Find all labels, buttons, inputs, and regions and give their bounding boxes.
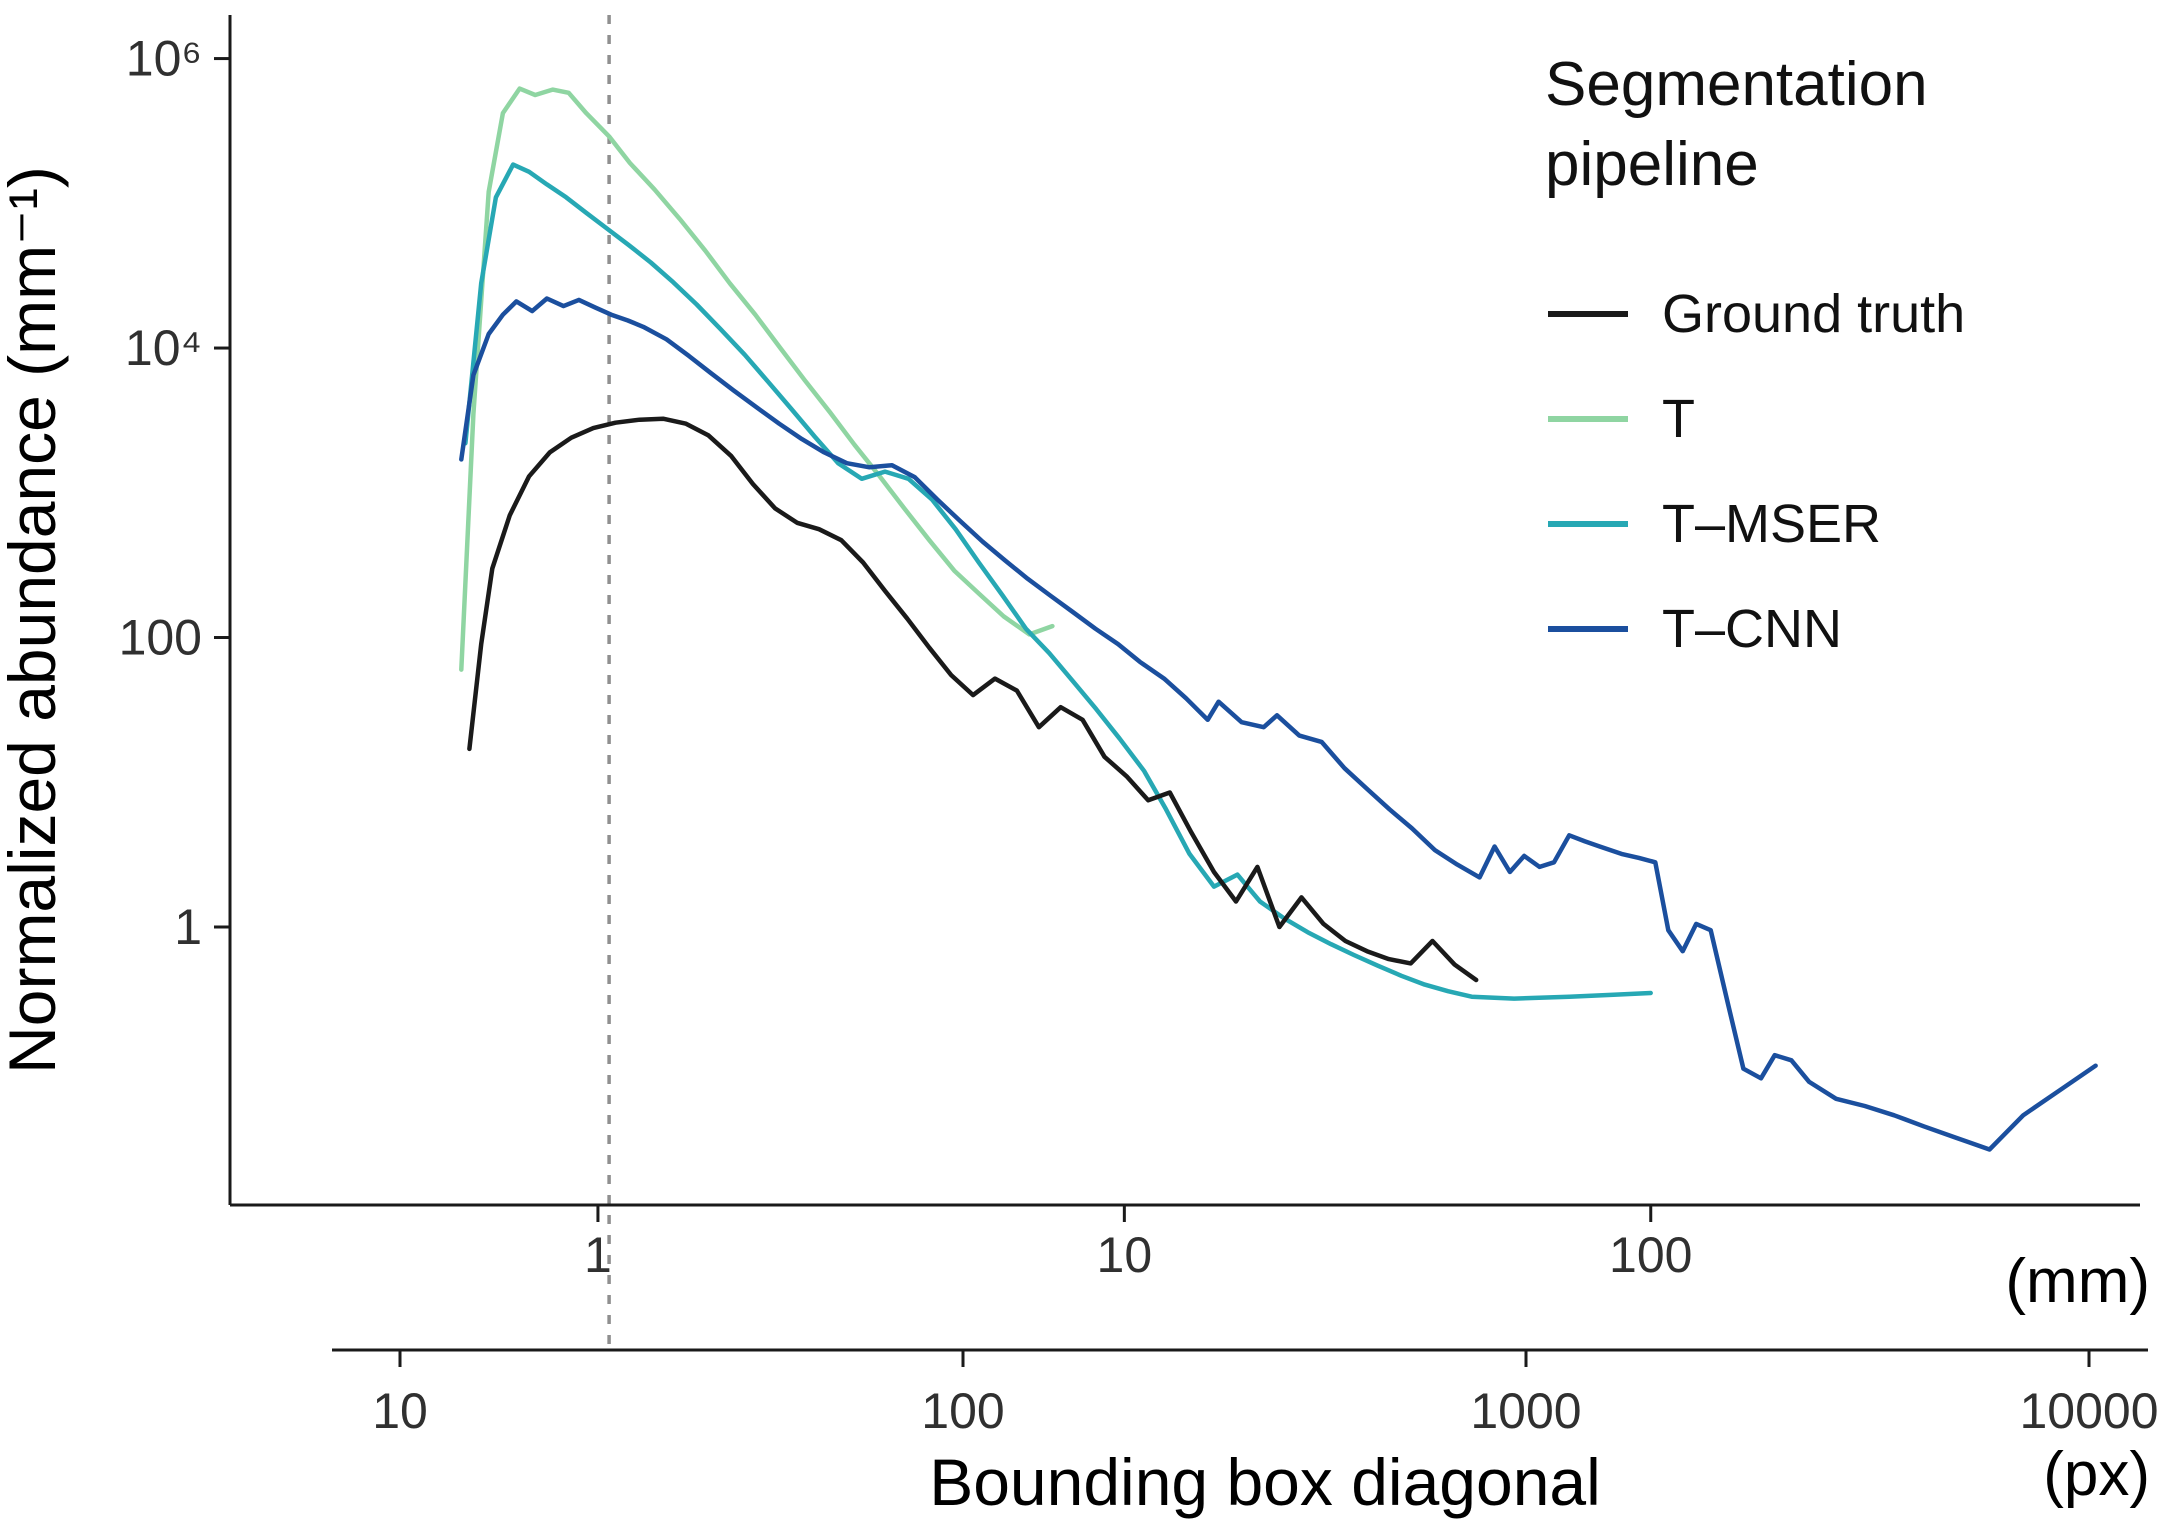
px-tick-label: 10000 — [2019, 1383, 2158, 1439]
legend-label-t-cnn: T–CNN — [1662, 599, 1842, 659]
y-tick-label: 100 — [119, 610, 202, 666]
px-tick-label: 100 — [921, 1383, 1004, 1439]
y-axis-title: Normalized abundance (mm⁻¹) — [0, 166, 69, 1074]
series-line-ground-truth — [467, 416, 1479, 983]
mm-tick-label: 1 — [584, 1227, 612, 1283]
legend-label-t: T — [1662, 389, 1695, 449]
series-line-t-cnn — [459, 296, 2098, 1152]
legend-label-ground-truth: Ground truth — [1662, 284, 1965, 344]
px-tick-label: 10 — [372, 1383, 428, 1439]
y-tick-label: 10⁶ — [126, 31, 202, 87]
y-tick-label: 10⁴ — [125, 320, 202, 376]
mm-tick-label: 10 — [1097, 1227, 1153, 1283]
mm-tick-label: 100 — [1609, 1227, 1692, 1283]
legend-title-line: Segmentation — [1545, 50, 1928, 119]
x-axis-title: Bounding box diagonal — [929, 1445, 1601, 1519]
px-unit-label: (px) — [2043, 1440, 2150, 1509]
px-tick-label: 1000 — [1470, 1383, 1581, 1439]
series-line-t — [459, 86, 1055, 672]
y-tick-label: 1 — [174, 899, 202, 955]
series-line-t-mser — [463, 162, 1653, 1001]
legend-label-t-mser: T–MSER — [1662, 494, 1881, 554]
legend-title-line: pipeline — [1545, 130, 1759, 199]
mm-unit-label: (mm) — [2005, 1247, 2150, 1316]
